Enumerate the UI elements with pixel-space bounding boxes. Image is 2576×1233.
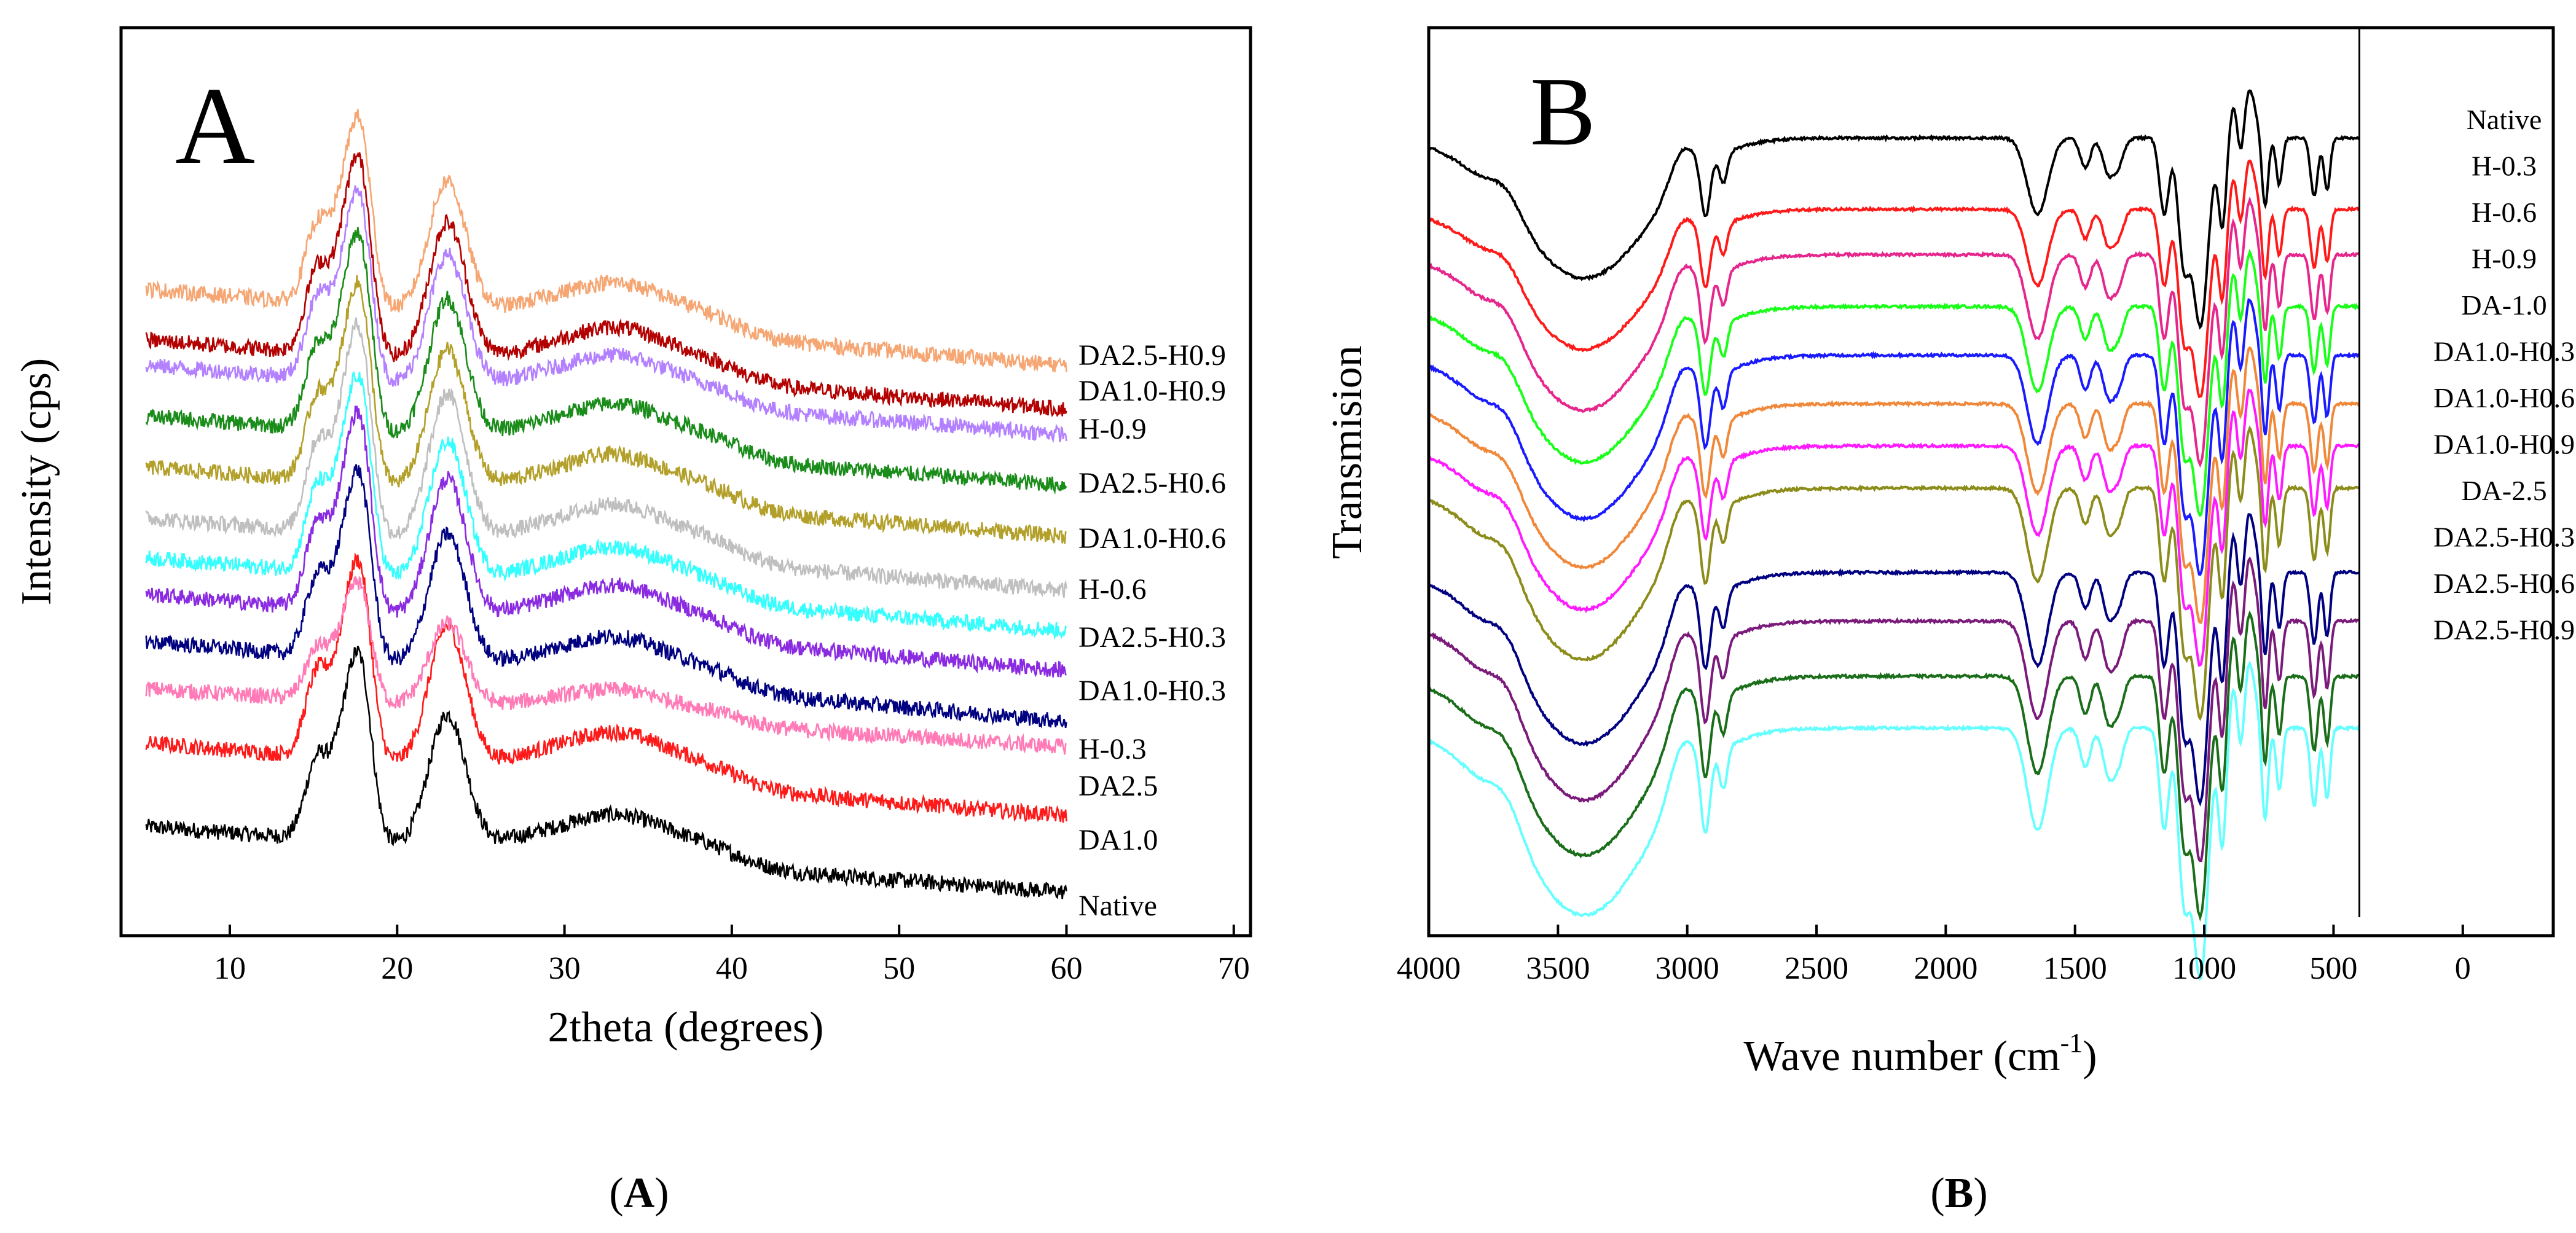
- panel-a-legend: Native DA1.0 DA2.5 H-0.3 DA1.0-H0.3 DA2.5-H0.…: [1078, 339, 1226, 922]
- x-tick-label: 1500: [2043, 951, 2107, 986]
- x-tick-label: 10: [214, 951, 246, 986]
- legend-label-h-0-9: H-0.9: [2472, 243, 2537, 275]
- xrd-curve-da1-0-h0-3: [145, 405, 1067, 678]
- legend-label-da1-0-h0-3: DA1.0-H0.3: [2433, 336, 2575, 367]
- panel-b-x-axis-label: Wave number (cm-1): [1743, 1028, 2097, 1080]
- ftir-curve-da-2-5: [1427, 513, 2360, 807]
- legend-label-da-1-0: DA-1.0: [2461, 289, 2547, 321]
- panel-a-label: A: [175, 65, 255, 187]
- legend-label-da2-5-h0-9: DA2.5-H0.9: [2433, 614, 2575, 646]
- x-tick-label: 70: [1218, 951, 1250, 986]
- ftir-curve-h-0-3: [1428, 159, 2360, 399]
- x-tick-label: 60: [1050, 951, 1082, 986]
- xrd-curve-da2-5: [145, 575, 1067, 755]
- panel-b-x-axis-label-end: ): [2083, 1033, 2097, 1080]
- legend-label-da2-5-h0-3: DA2.5-H0.3: [2433, 522, 2575, 553]
- legend-label-da2-5-h0-6: DA2.5-H0.6: [2433, 568, 2575, 599]
- ftir-curve-da1-0-h0-3: [1427, 346, 2361, 624]
- legend-label-h-0-9: H-0.9: [1078, 413, 1147, 445]
- legend-label-da2-5-h0-6: DA2.5-H0.6: [1078, 467, 1226, 499]
- x-tick-label: 0: [2455, 951, 2471, 986]
- ftir-curve-da2-5-h0-3: [1428, 556, 2360, 863]
- xrd-curve-h-0-9: [145, 185, 1067, 444]
- legend-label-da1-0-h0-9: DA1.0-H0.9: [1078, 375, 1226, 407]
- ftir-curve-da1-0-h0-9: [1427, 425, 2360, 721]
- panel-b-y-axis-label: Transmision: [1324, 345, 1371, 559]
- ftir-curve-da2-5-h0-9: [1428, 660, 2361, 981]
- x-tick-label: 3500: [1526, 951, 1590, 986]
- ftir-curve-h-0-9: [1428, 248, 2361, 517]
- panel-a-y-axis-label: Intensity (cps): [13, 358, 60, 605]
- legend-label-h-0-6: H-0.6: [2472, 197, 2537, 228]
- xrd-curve-native: [145, 646, 1067, 899]
- ftir-curve-da2-5-h0-6: [1428, 610, 2360, 922]
- legend-label-h-0-3: H-0.3: [1078, 733, 1147, 765]
- legend-label-native: Native: [2467, 104, 2542, 135]
- xrd-curve-h-0-6: [145, 317, 1067, 598]
- legend-label-da1-0-h0-9: DA1.0-H0.9: [2433, 429, 2575, 460]
- panel-a-x-axis-label: 2theta (degrees): [548, 1004, 824, 1051]
- x-tick-label: 4000: [1397, 951, 1461, 986]
- xrd-curve-da2-5-h0-9: [145, 109, 1067, 372]
- legend-label-da1-0-h0-6: DA1.0-H0.6: [2433, 382, 2575, 413]
- x-tick-label: 2500: [1785, 951, 1848, 986]
- legend-label-da-2-5: DA-2.5: [2461, 475, 2547, 506]
- xrd-curve-h-0-3: [145, 464, 1067, 729]
- x-tick-label: 40: [716, 951, 748, 986]
- x-tick-label: 20: [381, 951, 413, 986]
- panel-a-frame: [119, 26, 1252, 937]
- caption-a: (A): [609, 1170, 669, 1217]
- legend-label-da1-0-h0-3: DA1.0-H0.3: [1078, 675, 1226, 707]
- xrd-curve-da1-0: [145, 552, 1067, 823]
- x-tick-label: 3000: [1655, 951, 1719, 986]
- legend-label-da2-5-h0-3: DA2.5-H0.3: [1078, 621, 1226, 654]
- panel-a-curves: [145, 109, 1067, 899]
- ftir-curve-h-0-6: [1427, 196, 2360, 468]
- panel-b-x-ticks: 4000 3500 3000 2500 2000 1500 1000 500 0: [1397, 925, 2471, 986]
- panel-b-x-axis-label-sup: -1: [2060, 1028, 2083, 1058]
- legend-label-da2-5-h0-9: DA2.5-H0.9: [1078, 339, 1226, 372]
- ftir-curve-native: [1427, 89, 2360, 330]
- xrd-curve-da2-5-h0-6: [145, 227, 1067, 495]
- legend-label-da1-0: DA1.0: [1078, 824, 1158, 856]
- x-tick-label: 30: [549, 951, 581, 986]
- panel-b-x-axis-label-main: Wave number (cm: [1743, 1033, 2060, 1080]
- legend-label-h-0-3: H-0.3: [2472, 151, 2537, 182]
- panel-b-frame: [1427, 26, 2555, 937]
- ftir-curve-da1-0-h0-6: [1428, 388, 2360, 667]
- x-tick-label: 1000: [2172, 951, 2236, 986]
- legend-label-native: Native: [1078, 890, 1157, 922]
- panel-b-label: B: [1530, 57, 1596, 166]
- caption-a-letter: A: [624, 1170, 655, 1217]
- legend-label-da2-5: DA2.5: [1078, 770, 1158, 802]
- xrd-curve-da1-0-h0-6: [145, 275, 1067, 544]
- ftir-curve-da-1-0: [1427, 298, 2360, 576]
- caption-b-letter: B: [1945, 1170, 1974, 1217]
- panel-a: 10 20 30 40 50 60 70 Native DA1.0 DA2.5 H-0.3 DA1.…: [13, 26, 1252, 1051]
- x-tick-label: 500: [2309, 951, 2357, 986]
- panel-b-legend: Native H-0.3 H-0.6 H-0.9 DA-1.0 DA1.0-H0.3 DA1…: [2433, 104, 2575, 646]
- panel-b: 4000 3500 3000 2500 2000 1500 1000 500 0 Native H…: [1324, 26, 2575, 1080]
- xrd-curve-da2-5-h0-3: [145, 371, 1067, 640]
- panel-a-x-ticks: 10 20 30 40 50 60 70: [214, 925, 1250, 986]
- caption-b: (B): [1930, 1170, 1987, 1217]
- x-tick-label: 50: [883, 951, 915, 986]
- legend-label-h-0-6: H-0.6: [1078, 573, 1147, 606]
- legend-label-da1-0-h0-6: DA1.0-H0.6: [1078, 522, 1226, 555]
- panel-b-curves: [1427, 28, 2361, 981]
- x-tick-label: 2000: [1914, 951, 1977, 986]
- xrd-curve-da1-0-h0-9: [145, 151, 1067, 418]
